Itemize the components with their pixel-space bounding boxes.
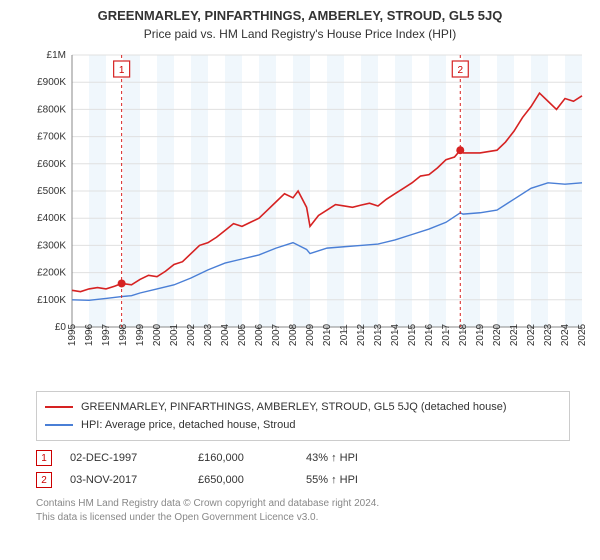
legend-label-blue: HPI: Average price, detached house, Stro… <box>81 416 295 434</box>
legend-swatch-blue <box>45 424 73 426</box>
svg-text:£600K: £600K <box>37 159 66 170</box>
svg-text:2009: 2009 <box>305 323 316 346</box>
svg-text:2002: 2002 <box>186 323 197 346</box>
chart-title-2: Price paid vs. HM Land Registry's House … <box>0 27 600 41</box>
legend-label-red: GREENMARLEY, PINFARTHINGS, AMBERLEY, STR… <box>81 398 507 416</box>
svg-text:2000: 2000 <box>152 323 163 346</box>
svg-text:2016: 2016 <box>424 323 435 346</box>
svg-text:1997: 1997 <box>101 323 112 346</box>
svg-text:1999: 1999 <box>135 323 146 346</box>
marker-badge-2: 2 <box>36 472 52 488</box>
svg-text:2014: 2014 <box>390 323 401 346</box>
svg-text:2019: 2019 <box>475 323 486 346</box>
svg-text:£800K: £800K <box>37 104 66 115</box>
svg-text:1996: 1996 <box>84 323 95 346</box>
svg-text:1: 1 <box>119 65 125 76</box>
svg-text:2025: 2025 <box>577 323 588 346</box>
svg-text:1995: 1995 <box>67 323 78 346</box>
chart-container: £0 £100K £200K £300K £400K £500K £600K £700K £80… <box>30 45 590 385</box>
svg-text:1998: 1998 <box>118 323 129 346</box>
marker-price-2: £650,000 <box>198 474 288 486</box>
marker-badge-1: 1 <box>36 450 52 466</box>
svg-text:£500K: £500K <box>37 186 66 197</box>
markers-table: 1 02-DEC-1997 £160,000 43% ↑ HPI 2 03-NO… <box>36 447 570 491</box>
svg-text:2012: 2012 <box>356 323 367 346</box>
svg-text:2021: 2021 <box>509 323 520 346</box>
svg-text:2: 2 <box>457 65 463 76</box>
svg-text:2023: 2023 <box>543 323 554 346</box>
footer-attribution: Contains HM Land Registry data © Crown c… <box>36 497 570 525</box>
marker-hpi-2: 55% ↑ HPI <box>306 474 426 486</box>
svg-text:2013: 2013 <box>373 323 384 346</box>
svg-text:2022: 2022 <box>526 323 537 346</box>
svg-text:£300K: £300K <box>37 240 66 251</box>
svg-text:2007: 2007 <box>271 323 282 346</box>
legend-box: GREENMARLEY, PINFARTHINGS, AMBERLEY, STR… <box>36 391 570 441</box>
marker-date-1: 02-DEC-1997 <box>70 452 180 464</box>
svg-text:2004: 2004 <box>220 323 231 346</box>
svg-text:2017: 2017 <box>441 323 452 346</box>
svg-text:2010: 2010 <box>322 323 333 346</box>
chart-svg: £0 £100K £200K £300K £400K £500K £600K £700K £80… <box>30 45 590 385</box>
legend-row-red: GREENMARLEY, PINFARTHINGS, AMBERLEY, STR… <box>45 398 561 416</box>
title-block: GREENMARLEY, PINFARTHINGS, AMBERLEY, STR… <box>0 0 600 45</box>
legend-swatch-red <box>45 406 73 408</box>
svg-text:2001: 2001 <box>169 323 180 346</box>
svg-text:2018: 2018 <box>458 323 469 346</box>
marker-hpi-1: 43% ↑ HPI <box>306 452 426 464</box>
svg-text:2020: 2020 <box>492 323 503 346</box>
svg-text:2015: 2015 <box>407 323 418 346</box>
svg-text:2008: 2008 <box>288 323 299 346</box>
svg-text:£100K: £100K <box>37 295 66 306</box>
svg-text:£200K: £200K <box>37 268 66 279</box>
svg-text:£900K: £900K <box>37 77 66 88</box>
marker-date-2: 03-NOV-2017 <box>70 474 180 486</box>
legend-row-blue: HPI: Average price, detached house, Stro… <box>45 416 561 434</box>
marker-price-1: £160,000 <box>198 452 288 464</box>
svg-text:£0: £0 <box>55 322 67 333</box>
chart-title-1: GREENMARLEY, PINFARTHINGS, AMBERLEY, STR… <box>0 8 600 23</box>
marker-row-1: 1 02-DEC-1997 £160,000 43% ↑ HPI <box>36 447 570 469</box>
svg-text:£700K: £700K <box>37 132 66 143</box>
svg-text:£400K: £400K <box>37 213 66 224</box>
footer-line-2: This data is licensed under the Open Gov… <box>36 511 570 525</box>
svg-text:2011: 2011 <box>339 324 350 346</box>
svg-text:2006: 2006 <box>254 323 265 346</box>
svg-text:2024: 2024 <box>560 323 571 346</box>
svg-text:2005: 2005 <box>237 323 248 346</box>
svg-text:2003: 2003 <box>203 323 214 346</box>
marker-row-2: 2 03-NOV-2017 £650,000 55% ↑ HPI <box>36 469 570 491</box>
footer-line-1: Contains HM Land Registry data © Crown c… <box>36 497 570 511</box>
svg-text:£1M: £1M <box>47 50 66 61</box>
